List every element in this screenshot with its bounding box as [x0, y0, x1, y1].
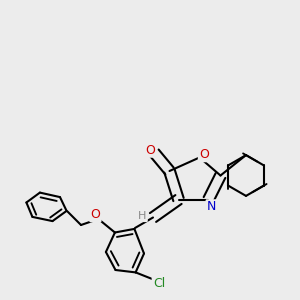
Text: H: H — [138, 211, 147, 221]
Text: Cl: Cl — [153, 277, 165, 290]
Text: O: O — [199, 148, 209, 161]
Text: O: O — [145, 143, 155, 157]
Text: O: O — [91, 208, 100, 221]
Text: N: N — [207, 200, 216, 214]
